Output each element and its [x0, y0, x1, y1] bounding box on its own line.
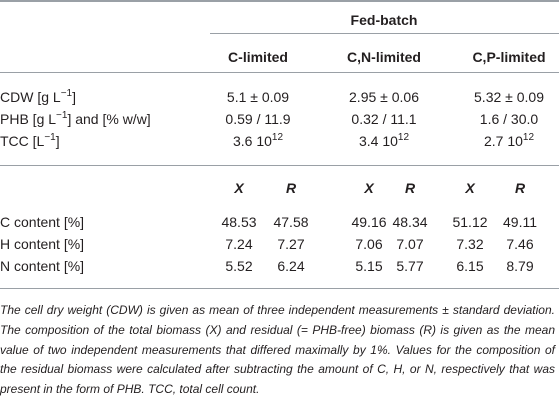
cell-value: 6.24 — [277, 258, 305, 274]
cell-value: 7.32 — [456, 236, 484, 252]
row-label: N content [%] — [0, 258, 85, 274]
subheader-x: X — [234, 180, 244, 196]
cell-value: 49.11 — [503, 214, 537, 230]
cell-value: 48.34 — [392, 214, 428, 230]
cell-value: 0.59 / 11.9 — [225, 111, 291, 127]
column-header-cn-limited: C,N-limited — [347, 49, 421, 65]
table-footnote: The cell dry weight (CDW) is given as me… — [0, 303, 555, 397]
column-header-cp-limited: C,P-limited — [472, 49, 546, 65]
cell-value: 7.46 — [506, 236, 534, 252]
subheader-r: R — [285, 180, 297, 196]
group-header: Fed-batch — [350, 12, 418, 28]
cell-value: 5.77 — [396, 258, 424, 274]
cell-value: 5.15 — [355, 258, 383, 274]
column-header-c-limited: C-limited — [228, 49, 288, 65]
cell-value: 48.53 — [221, 214, 257, 230]
cell-value: 7.24 — [225, 236, 253, 252]
cell-value: 7.27 — [277, 236, 305, 252]
cell-value: 2.95 ± 0.06 — [349, 89, 419, 105]
row-label: CDW [g L−1] — [0, 88, 76, 106]
cell-value: 2.7 1012 — [483, 132, 535, 150]
cell-value: 3.4 1012 — [358, 132, 410, 150]
subheader-x: X — [364, 180, 374, 196]
cell-value: 47.58 — [273, 214, 309, 230]
row-label: TCC [L−1] — [0, 132, 60, 150]
cell-value: 5.32 ± 0.09 — [474, 89, 544, 105]
bottom-rule — [0, 288, 559, 289]
cell-value: 49.16 — [351, 214, 387, 230]
group-rule — [210, 33, 559, 34]
cell-value: 6.15 — [456, 258, 484, 274]
subheader-r: R — [514, 180, 526, 196]
row-label: C content [%] — [0, 214, 85, 230]
row-label: PHB [g L−1] and [% w/w] — [0, 110, 151, 128]
subheader-r: R — [404, 180, 416, 196]
cell-value: 51.12 — [452, 214, 488, 230]
row-label: H content [%] — [0, 236, 85, 252]
cell-value: 5.1 ± 0.09 — [226, 89, 290, 105]
section-rule — [0, 165, 559, 166]
cell-value: 7.07 — [396, 236, 424, 252]
cell-value: 7.06 — [355, 236, 383, 252]
top-rule — [0, 0, 559, 2]
cell-value: 0.32 / 11.1 — [351, 111, 417, 127]
cell-value: 8.79 — [506, 258, 534, 274]
cell-value: 3.6 1012 — [232, 132, 284, 150]
header-rule — [0, 72, 559, 73]
cell-value: 1.6 / 30.0 — [479, 111, 539, 127]
cell-value: 5.52 — [225, 258, 253, 274]
subheader-x: X — [465, 180, 475, 196]
